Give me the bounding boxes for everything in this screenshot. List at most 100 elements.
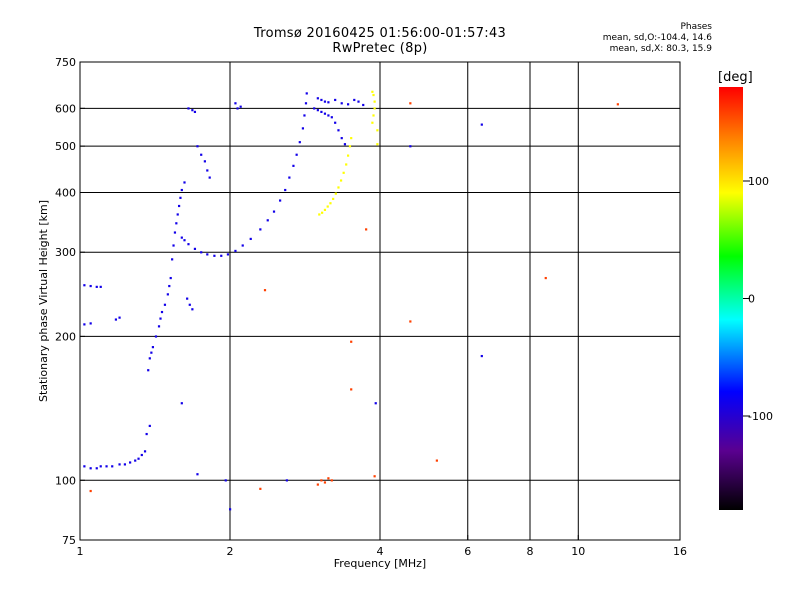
data-point <box>226 253 230 256</box>
y-tick-label: 300 <box>55 246 76 259</box>
x-tick-label: 16 <box>673 545 687 558</box>
data-point <box>220 254 223 257</box>
data-point <box>373 475 376 478</box>
y-tick-label: 750 <box>55 56 76 69</box>
data-point <box>224 479 227 482</box>
data-point <box>284 188 287 192</box>
data-point <box>362 103 365 107</box>
data-point <box>285 479 288 482</box>
data-point <box>288 176 291 179</box>
data-point <box>266 219 269 222</box>
data-point <box>334 121 337 124</box>
data-point <box>172 244 175 247</box>
grid <box>80 62 680 540</box>
data-point <box>168 284 171 288</box>
data-point <box>89 284 92 288</box>
data-point <box>480 354 483 358</box>
colorbar-tick-label: 100 <box>748 175 769 188</box>
data-point <box>140 453 143 457</box>
data-point <box>180 236 183 239</box>
x-axis-label: Frequency [MHz] <box>334 557 426 570</box>
data-point <box>480 123 483 126</box>
data-point <box>305 92 308 95</box>
data-point <box>118 316 121 319</box>
data-point <box>304 102 308 105</box>
data-point <box>323 208 327 212</box>
data-point <box>326 205 329 208</box>
data-point <box>249 237 252 241</box>
data-point <box>409 320 412 323</box>
phase-stats-x: mean, sd,X: 80.3, 15.9 <box>609 44 712 54</box>
data-point <box>89 467 92 470</box>
data-point <box>320 98 323 102</box>
data-point <box>179 196 182 199</box>
data-point <box>298 141 301 144</box>
data-point <box>348 145 352 148</box>
data-point <box>372 93 375 97</box>
data-point <box>157 325 161 328</box>
data-point <box>229 508 232 511</box>
data-point <box>213 254 216 257</box>
data-point <box>337 129 340 132</box>
x-tick-label: 2 <box>227 545 234 558</box>
data-point <box>154 335 158 338</box>
x-tick-label: 1 <box>77 545 84 558</box>
y-tick-label: 100 <box>55 474 76 487</box>
colorbar-tick-label: 0 <box>748 293 755 306</box>
data-point <box>83 284 86 287</box>
data-point <box>89 322 92 325</box>
data-point <box>350 137 353 140</box>
data-point <box>323 481 327 484</box>
data-point <box>83 323 86 326</box>
data-point <box>365 228 368 231</box>
data-point <box>320 479 323 482</box>
data-point <box>303 114 306 117</box>
data-point <box>239 105 242 108</box>
data-point <box>163 303 167 306</box>
data-point <box>206 169 209 172</box>
y-tick-label: 400 <box>55 186 76 199</box>
data-point <box>334 98 337 102</box>
data-point <box>330 479 333 482</box>
data-point <box>129 461 132 464</box>
data-point <box>187 107 190 110</box>
y-tick-label: 200 <box>55 330 76 343</box>
data-point <box>329 202 332 205</box>
data-point <box>409 102 412 105</box>
data-point <box>191 308 194 311</box>
data-point <box>340 137 343 140</box>
data-point <box>183 181 186 184</box>
data-point <box>357 100 360 103</box>
data-point <box>169 276 172 280</box>
data-point <box>321 211 324 214</box>
data-point <box>330 116 333 119</box>
data-point <box>171 258 174 261</box>
y-ticks: 75 100 200 300 400 500 600 750 <box>55 56 85 547</box>
data-point <box>95 467 98 470</box>
chart-subtitle: RwPretec (8p) <box>332 41 428 56</box>
data-point <box>327 101 330 104</box>
y-tick-label: 75 <box>62 534 76 547</box>
data-point <box>295 153 298 156</box>
data-point <box>193 110 197 114</box>
data-point <box>371 90 374 93</box>
x-ticks: 1 2 4 6 8 10 16 <box>77 535 687 558</box>
y-tick-label: 600 <box>55 102 76 115</box>
x-tick-label: 10 <box>571 545 585 558</box>
colorbar-tick-label: -100 <box>748 410 773 423</box>
data-point <box>150 351 153 354</box>
data-point <box>200 153 203 156</box>
data-point <box>372 114 375 117</box>
data-point <box>114 318 118 321</box>
data-point <box>339 179 343 182</box>
phase-stats-heading: Phases <box>680 22 712 32</box>
data-point <box>376 129 379 132</box>
data-point <box>89 489 92 493</box>
data-point <box>188 303 191 306</box>
data-point <box>160 310 164 314</box>
data-point <box>173 231 177 234</box>
data-point <box>320 110 323 114</box>
data-point <box>350 388 353 391</box>
data-point <box>279 199 282 202</box>
